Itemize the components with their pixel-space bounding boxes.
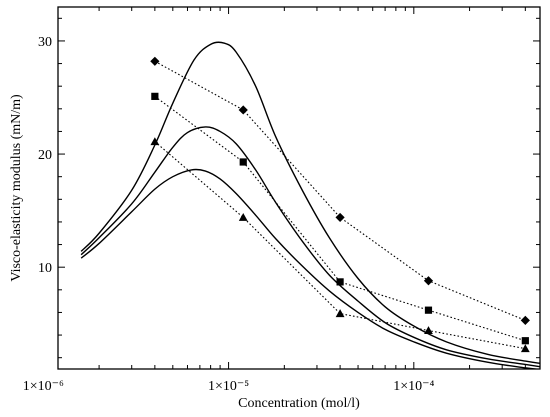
- diamond-marker-point: [423, 276, 434, 286]
- model-curve-2: [80, 126, 540, 368]
- triangle-marker-point: [520, 344, 530, 353]
- triangle-marker-point: [335, 309, 345, 318]
- diamond-marker-point: [335, 212, 345, 223]
- diamond-marker-point: [520, 315, 530, 325]
- x-tick-label: 1×10⁻⁵: [208, 379, 249, 394]
- triangle-marker-point: [424, 326, 433, 335]
- y-tick-label: 30: [38, 35, 52, 50]
- diamond-marker-point: [238, 105, 248, 115]
- x-tick-label: 1×10⁻⁴: [393, 379, 434, 394]
- y-tick-label: 10: [38, 261, 52, 276]
- axis-ticks: 1×10⁻⁶ 1×10⁻⁵ 1×10⁻⁴ 10 20 30: [23, 7, 540, 394]
- square-marker-point: [521, 337, 529, 345]
- diamond-marker-point: [150, 56, 160, 66]
- model-curve-3: [80, 168, 540, 369]
- triangle-marker-point: [238, 213, 248, 221]
- square-marker-point: [239, 158, 247, 166]
- square-marker-point: [336, 278, 344, 286]
- diamond-series: [150, 56, 530, 325]
- plot-frame: [57, 6, 541, 370]
- square-marker-point: [424, 306, 433, 314]
- y-tick-label: 20: [38, 148, 52, 163]
- triangle-series: [150, 137, 530, 353]
- model-curve-1: [80, 41, 540, 365]
- x-tick-label: 1×10⁻⁶: [23, 379, 64, 394]
- model-curves: [80, 41, 540, 369]
- square-series: [151, 92, 529, 345]
- y-axis-label: Visco-elasticity modulus (mN/m): [9, 94, 24, 282]
- square-marker-point: [151, 92, 159, 100]
- data-series: [150, 56, 530, 353]
- diamond-series-line: [154, 60, 526, 321]
- triangle-marker-point: [150, 137, 160, 146]
- square-series-line: [154, 95, 526, 342]
- x-axis-label: Concentration (mol/l): [238, 396, 360, 411]
